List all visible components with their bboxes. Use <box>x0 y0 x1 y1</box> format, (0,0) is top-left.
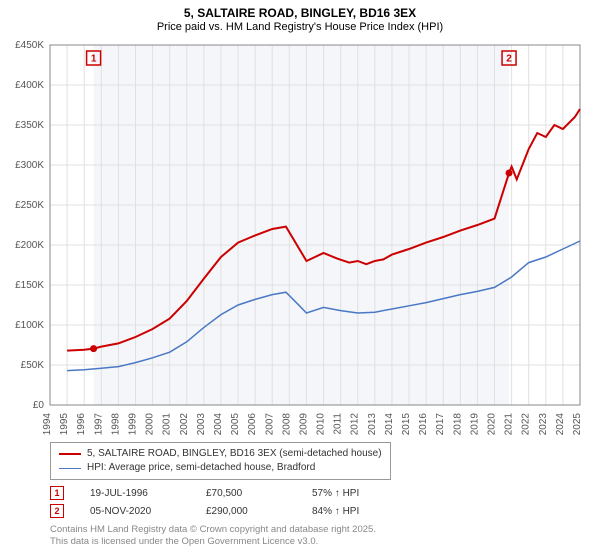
legend-item: 5, SALTAIRE ROAD, BINGLEY, BD16 3EX (sem… <box>59 447 382 461</box>
marker-badge: 1 <box>50 486 64 500</box>
marker-pct: 57% ↑ HPI <box>312 488 392 499</box>
x-axis-label: 1997 <box>93 413 104 436</box>
y-axis-label: £400K <box>15 80 44 91</box>
y-axis-label: £350K <box>15 120 44 131</box>
x-axis-label: 2014 <box>384 413 395 436</box>
y-axis-label: £100K <box>15 320 44 331</box>
marker-pct: 84% ↑ HPI <box>312 506 392 517</box>
x-axis-label: 2020 <box>487 413 498 436</box>
y-axis-label: £250K <box>15 200 44 211</box>
x-axis-label: 1999 <box>127 413 138 436</box>
marker-date: 05-NOV-2020 <box>90 506 180 517</box>
chart-svg: £0 £50K £100K £150K £200K £250K £300K £350K £400… <box>0 35 600 455</box>
marker-price: £70,500 <box>206 488 286 499</box>
x-axis-label: 2002 <box>179 413 190 436</box>
marker-label-text: 2 <box>506 54 512 65</box>
marker-badge: 2 <box>50 504 64 518</box>
y-axis-label: £200K <box>15 240 44 251</box>
x-axis-label: 2015 <box>401 413 412 436</box>
copyright-notice: Contains HM Land Registry data © Crown c… <box>50 524 376 548</box>
legend: 5, SALTAIRE ROAD, BINGLEY, BD16 3EX (sem… <box>50 442 391 480</box>
marker-label-text: 1 <box>91 54 97 65</box>
x-axis-label: 2004 <box>213 413 224 436</box>
x-axis-label: 2024 <box>555 413 566 436</box>
marker-price: £290,000 <box>206 506 286 517</box>
marker-dot <box>90 345 97 352</box>
marker-dot <box>506 170 513 177</box>
x-axis-label: 1998 <box>110 413 121 436</box>
x-axis-label: 2012 <box>350 413 361 436</box>
marker-data-table: 1 19-JUL-1996 £70,500 57% ↑ HPI 2 05-NOV… <box>50 484 392 520</box>
x-axis-label: 2009 <box>298 413 309 436</box>
y-axis-label: £450K <box>15 40 44 51</box>
chart-title-address: 5, SALTAIRE ROAD, BINGLEY, BD16 3EX <box>0 6 600 20</box>
x-axis-label: 2011 <box>333 413 344 435</box>
x-axis-label: 2003 <box>196 413 207 436</box>
legend-item: HPI: Average price, semi-detached house,… <box>59 461 382 475</box>
x-axis-label: 2021 <box>504 413 515 436</box>
marker-date: 19-JUL-1996 <box>90 488 180 499</box>
x-axis-label: 2023 <box>538 413 549 436</box>
y-axis-label: £0 <box>33 400 45 411</box>
x-axis-label: 2017 <box>435 413 446 436</box>
x-axis-label: 2005 <box>230 413 241 436</box>
x-axis-label: 2010 <box>316 413 327 436</box>
x-axis-label: 2000 <box>145 413 156 436</box>
x-axis-label: 2001 <box>162 413 173 436</box>
y-axis-label: £150K <box>15 280 44 291</box>
table-row: 2 05-NOV-2020 £290,000 84% ↑ HPI <box>50 502 392 520</box>
legend-swatch <box>59 468 81 469</box>
legend-label: HPI: Average price, semi-detached house,… <box>87 461 315 475</box>
x-axis-label: 2008 <box>281 413 292 436</box>
x-axis-label: 2013 <box>367 413 378 436</box>
x-axis-label: 2016 <box>418 413 429 436</box>
legend-swatch <box>59 453 81 455</box>
chart-container: £0 £50K £100K £150K £200K £250K £300K £350K £400… <box>0 35 600 455</box>
table-row: 1 19-JUL-1996 £70,500 57% ↑ HPI <box>50 484 392 502</box>
x-axis-label: 2019 <box>469 413 480 436</box>
y-axis-label: £50K <box>21 360 45 371</box>
x-axis-label: 2022 <box>521 413 532 436</box>
x-axis-label: 2025 <box>572 413 583 436</box>
shaded-range <box>94 45 509 405</box>
x-axis-label: 1994 <box>42 413 53 436</box>
chart-title-subtitle: Price paid vs. HM Land Registry's House … <box>0 21 600 33</box>
legend-label: 5, SALTAIRE ROAD, BINGLEY, BD16 3EX (sem… <box>87 447 382 461</box>
x-axis-label: 1995 <box>59 413 70 436</box>
y-axis-label: £300K <box>15 160 44 171</box>
x-axis-label: 2007 <box>264 413 275 436</box>
chart-titles: 5, SALTAIRE ROAD, BINGLEY, BD16 3EX Pric… <box>0 0 600 35</box>
x-axis-label: 2006 <box>247 413 258 436</box>
x-axis-label: 1996 <box>76 413 87 436</box>
x-axis-label: 2018 <box>452 413 463 436</box>
